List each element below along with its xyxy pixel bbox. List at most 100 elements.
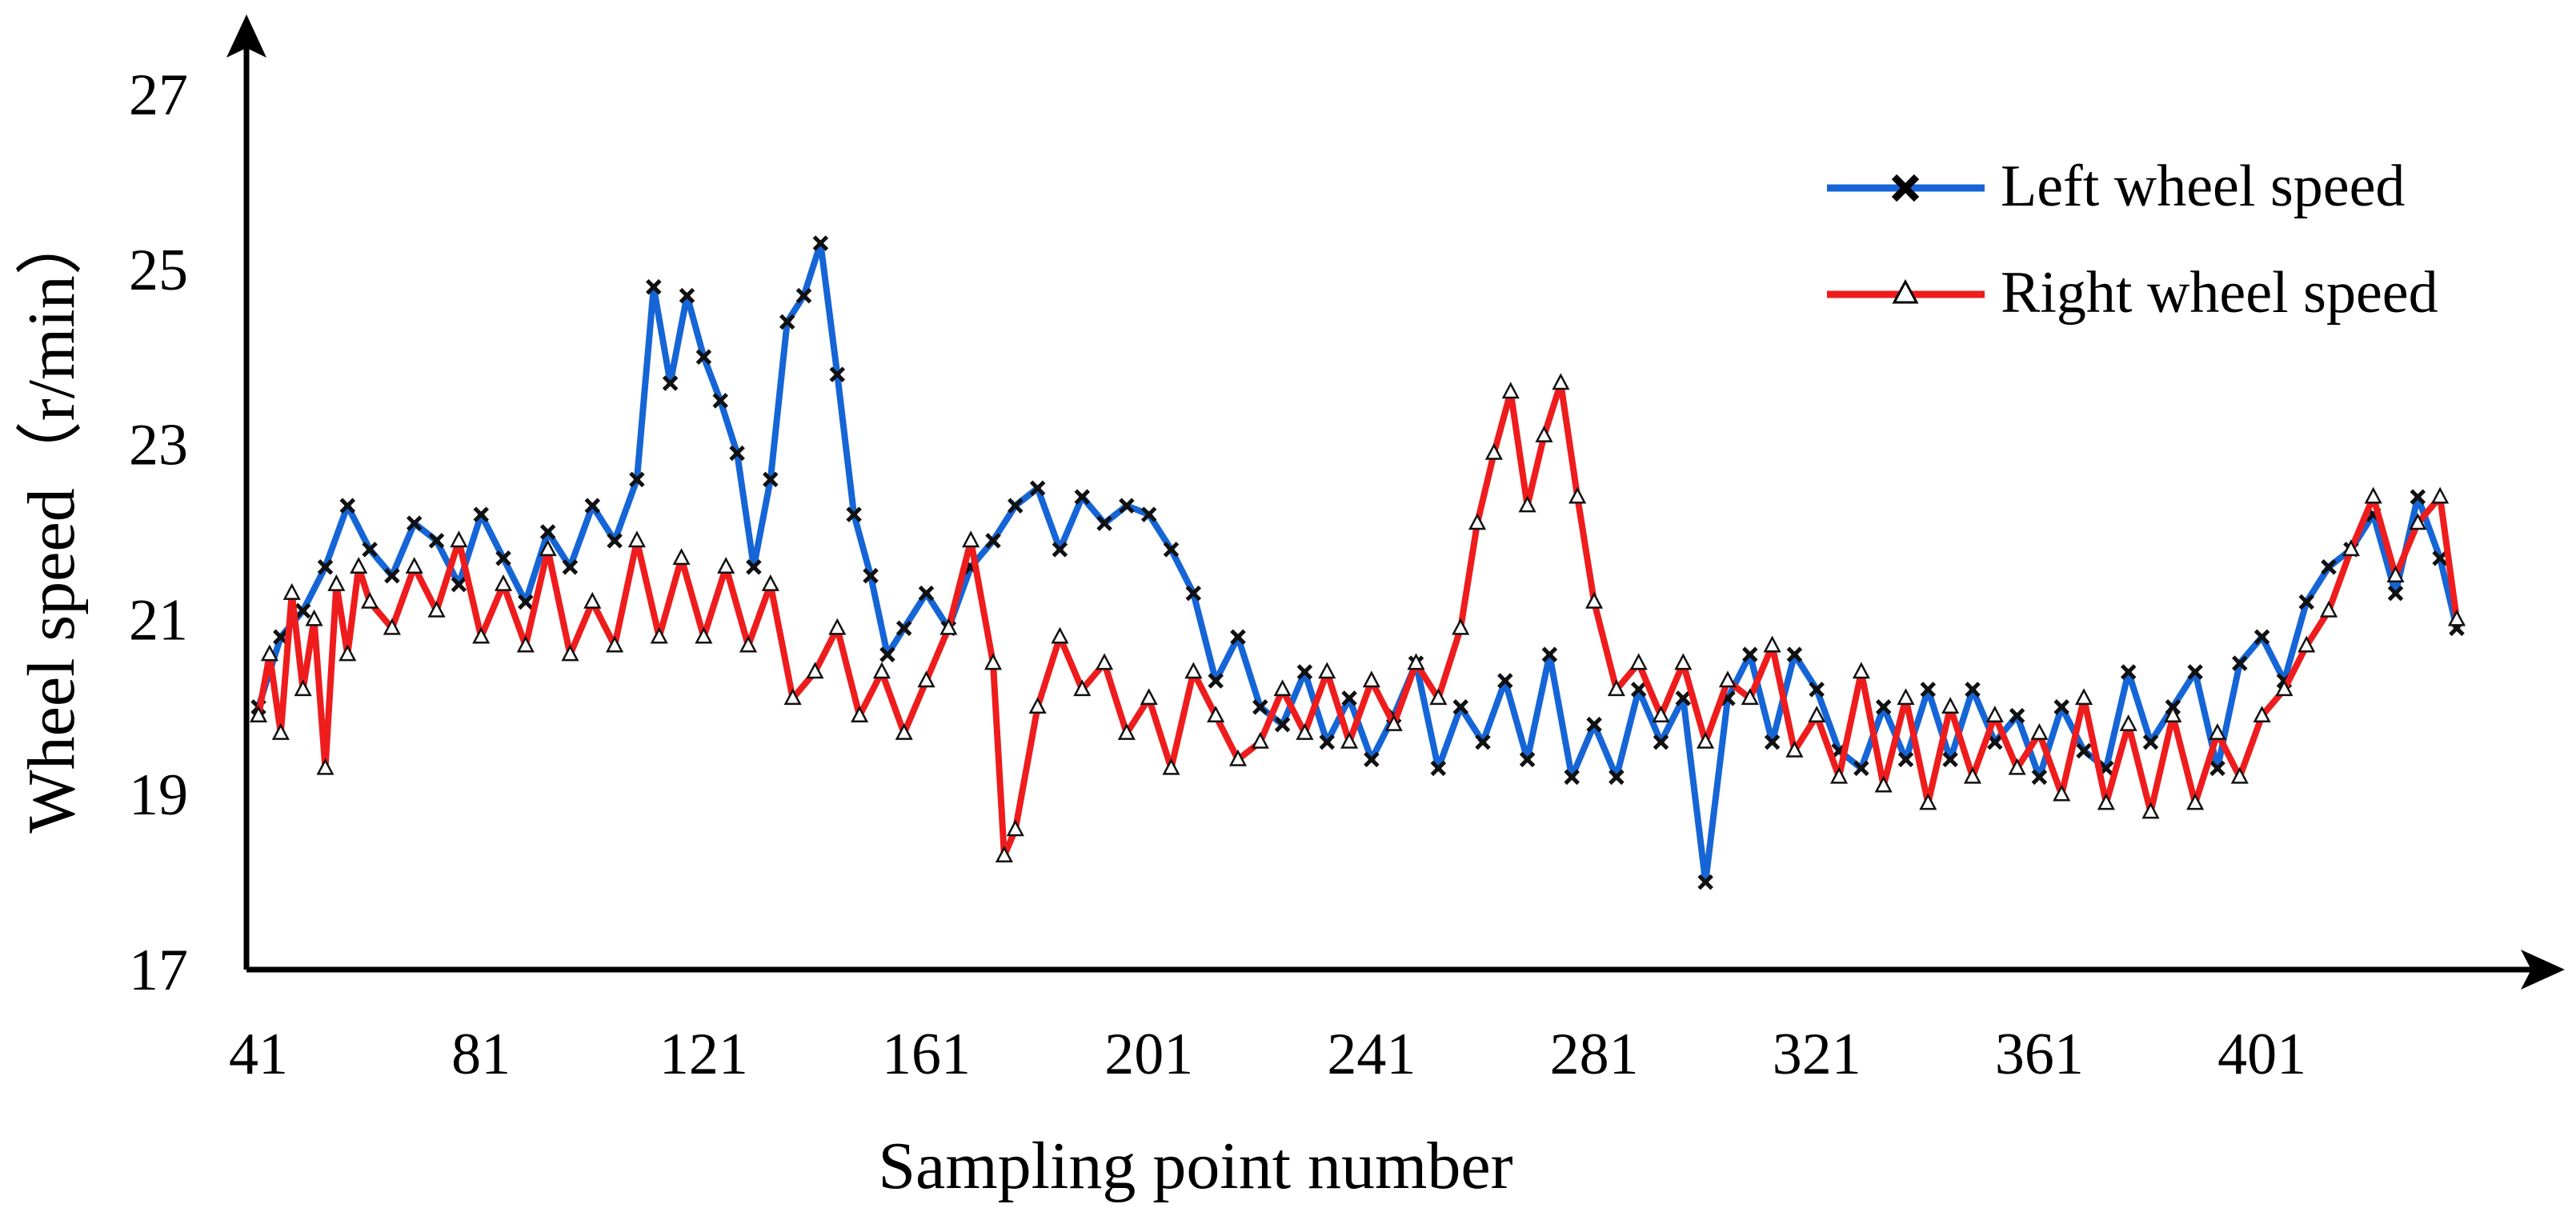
- data-point: [846, 506, 862, 522]
- data-point: [1096, 515, 1112, 531]
- data-point: [918, 585, 935, 602]
- data-point: [627, 530, 646, 548]
- data-point: [1484, 442, 1503, 460]
- data-point: [2030, 722, 2049, 740]
- data-point: [1697, 731, 1715, 749]
- data-point: [2053, 784, 2071, 802]
- data-point: [2186, 793, 2205, 810]
- data-point: [1362, 670, 1380, 688]
- data-point: [1608, 769, 1625, 786]
- data-point: [1430, 760, 1447, 777]
- y-tick-label: 21: [129, 587, 188, 653]
- data-point: [2409, 513, 2427, 530]
- data-point: [316, 758, 335, 775]
- x-tick-label: 121: [659, 1022, 748, 1087]
- data-point: [584, 498, 601, 514]
- y-tick-labels: 17 19 21 23 25 27: [129, 62, 188, 1003]
- data-point: [494, 574, 513, 591]
- data-point: [339, 498, 356, 514]
- data-point: [1407, 653, 1425, 670]
- data-point: [1965, 682, 1981, 698]
- data-point: [260, 644, 278, 662]
- x-tick-label: 161: [882, 1022, 971, 1087]
- data-point: [2275, 679, 2294, 697]
- data-point: [294, 602, 311, 619]
- series-right-wheel: [249, 373, 2466, 863]
- data-point: [1497, 673, 1513, 689]
- data-point: [2298, 594, 2314, 610]
- data-point: [1942, 751, 1958, 768]
- legend: Left wheel speed Right wheel speed: [1827, 154, 2438, 326]
- data-point: [895, 722, 913, 740]
- data-point: [1452, 699, 1468, 715]
- data-point: [917, 670, 935, 688]
- data-point: [2119, 714, 2137, 731]
- data-point: [695, 626, 713, 644]
- data-point: [1568, 486, 1587, 504]
- data-point: [2076, 742, 2092, 759]
- data-point: [1006, 819, 1024, 837]
- data-point: [984, 653, 1003, 670]
- data-point: [1052, 542, 1068, 558]
- data-point: [2074, 688, 2093, 706]
- data-point: [2009, 707, 2025, 724]
- data-point: [1162, 758, 1180, 775]
- data-point: [450, 530, 468, 548]
- data-point: [583, 591, 602, 609]
- data-point: [2187, 664, 2203, 680]
- data-point: [1208, 673, 1224, 689]
- data-point: [1786, 646, 1803, 662]
- data-point: [712, 393, 728, 409]
- data-point: [812, 235, 829, 251]
- data-point: [1319, 734, 1336, 750]
- data-point: [1697, 874, 1713, 890]
- data-point: [1073, 679, 1092, 697]
- data-point: [1501, 382, 1520, 399]
- data-point: [1318, 662, 1336, 679]
- data-point: [1741, 688, 1759, 706]
- data-point: [739, 635, 758, 653]
- data-point: [451, 576, 467, 593]
- data-point: [1140, 506, 1157, 522]
- data-point: [362, 542, 378, 558]
- x-tick-label: 361: [1995, 1022, 2084, 1087]
- data-point: [1452, 618, 1470, 635]
- data-point: [294, 679, 312, 697]
- data-point: [2253, 629, 2270, 646]
- y-axis-title: Wheel speed（r/min）: [14, 208, 89, 833]
- x-axis-arrow-icon: [2521, 950, 2565, 990]
- data-point: [717, 557, 735, 574]
- data-point: [305, 609, 323, 626]
- data-point: [1809, 682, 1825, 698]
- data-point: [2386, 566, 2405, 582]
- data-point: [779, 314, 795, 330]
- data-point: [1897, 751, 1914, 768]
- data-point: [1273, 679, 1292, 697]
- data-point: [1341, 690, 1357, 706]
- x-tick-labels: 41 81 121 161 201 241 281 321 361 401: [229, 1022, 2306, 1087]
- y-tick-label: 19: [129, 762, 188, 828]
- data-point: [2431, 486, 2450, 504]
- legend-right-marker-icon: [1892, 278, 1919, 304]
- data-point: [1251, 731, 1269, 749]
- data-point: [2031, 769, 2048, 786]
- data-point: [851, 706, 869, 722]
- data-point: [1184, 662, 1203, 679]
- data-point: [2410, 489, 2426, 505]
- data-point: [746, 559, 762, 575]
- data-point: [1340, 731, 1359, 749]
- data-point: [1552, 373, 1570, 390]
- data-point: [428, 533, 445, 549]
- data-point: [2097, 793, 2115, 810]
- data-point: [895, 620, 912, 637]
- y-axis-arrow-icon: [226, 14, 266, 58]
- data-point: [350, 557, 368, 574]
- data-point: [606, 635, 624, 653]
- data-point: [1252, 699, 1268, 715]
- data-point: [1117, 722, 1136, 740]
- data-point: [1228, 749, 1248, 766]
- data-point: [2447, 609, 2466, 626]
- y-tick-label: 17: [129, 938, 188, 1003]
- x-tick-label: 201: [1104, 1022, 1193, 1087]
- data-point: [1028, 697, 1047, 714]
